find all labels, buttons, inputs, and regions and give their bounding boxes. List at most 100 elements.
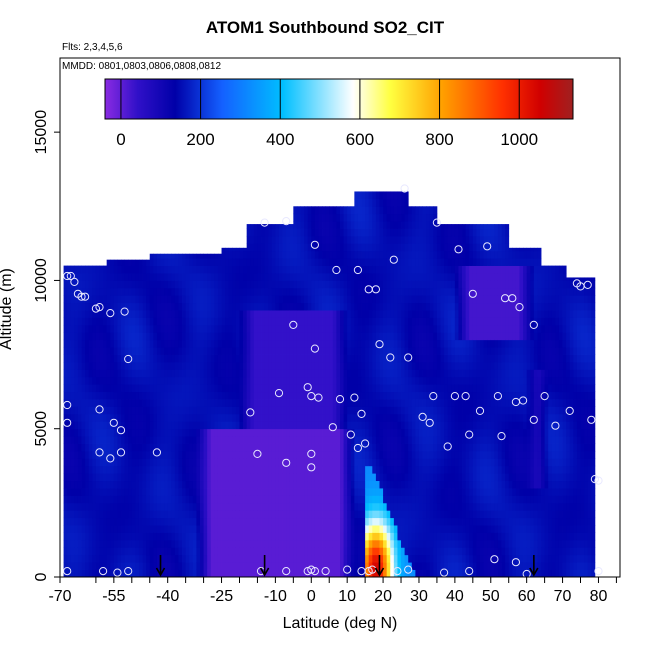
heatmap-cell — [415, 347, 420, 355]
heatmap-cell — [322, 539, 327, 548]
heatmap-cell — [383, 235, 388, 244]
heatmap-cell — [217, 547, 222, 556]
heatmap-cell — [63, 384, 68, 393]
heatmap-cell — [164, 332, 169, 341]
heatmap-cell — [74, 436, 79, 444]
heatmap-cell — [368, 376, 373, 385]
heatmap-cell — [92, 443, 97, 452]
heatmap-cell — [415, 443, 420, 452]
heatmap-cell — [106, 473, 111, 482]
heatmap-cell — [379, 361, 384, 370]
heatmap-cell — [214, 413, 219, 422]
heatmap-cell — [261, 554, 266, 563]
heatmap-cell — [92, 517, 97, 526]
heatmap-cell — [397, 347, 402, 355]
heatmap-cell — [117, 369, 122, 378]
heatmap-cell — [138, 502, 143, 511]
heatmap-cell — [372, 406, 377, 415]
heatmap-cell — [422, 287, 427, 296]
heatmap-cell — [433, 465, 438, 474]
heatmap-cell — [268, 361, 273, 370]
heatmap-cell — [156, 554, 161, 563]
heatmap-cell — [74, 273, 79, 281]
heatmap-cell — [336, 473, 341, 482]
heatmap-cell — [217, 273, 222, 281]
heatmap-cell — [232, 502, 237, 511]
heatmap-cell — [160, 554, 165, 563]
heatmap-cell — [368, 228, 373, 237]
heatmap-cell — [444, 421, 449, 430]
heatmap-cell — [426, 273, 431, 281]
heatmap-cell — [232, 488, 237, 496]
heatmap-cell — [77, 384, 82, 393]
heatmap-cell — [329, 273, 334, 281]
heatmap-cell — [386, 273, 391, 281]
heatmap-cell — [433, 317, 438, 326]
heatmap-cell — [214, 517, 219, 526]
heatmap-cell — [174, 361, 179, 370]
heatmap-cell — [113, 332, 118, 341]
heatmap-cell — [372, 436, 377, 444]
heatmap-cell — [357, 354, 362, 363]
heatmap-cell — [411, 280, 416, 289]
heatmap-cell — [379, 562, 384, 570]
heatmap-cell — [257, 458, 262, 467]
heatmap-cell — [131, 302, 136, 311]
heatmap-cell — [289, 258, 294, 266]
heatmap-cell — [167, 569, 172, 578]
heatmap-cell — [336, 495, 341, 504]
heatmap-cell — [318, 354, 323, 363]
heatmap-cell — [232, 310, 237, 318]
heatmap-cell — [250, 280, 255, 289]
heatmap-cell — [117, 295, 122, 304]
heatmap-cell — [146, 376, 151, 385]
heatmap-cell — [436, 302, 441, 311]
heatmap-cell — [289, 295, 294, 304]
heatmap-cell — [325, 354, 330, 363]
heatmap-cell — [95, 347, 100, 355]
heatmap-cell — [429, 369, 434, 378]
heatmap-cell — [375, 428, 380, 437]
heatmap-cell — [282, 443, 287, 452]
heatmap-cell — [343, 376, 348, 385]
heatmap-cell — [128, 539, 133, 548]
heatmap-cell — [336, 361, 341, 370]
heatmap-cell — [429, 265, 434, 274]
heatmap-cell — [329, 376, 334, 385]
heatmap-cell — [131, 324, 136, 333]
heatmap-cell — [178, 280, 183, 289]
heatmap-cell — [156, 428, 161, 437]
heatmap-cell — [375, 502, 380, 511]
heatmap-cell — [393, 480, 398, 489]
heatmap-cell — [81, 421, 86, 430]
heatmap-cell — [347, 384, 352, 393]
heatmap-cell — [322, 228, 327, 237]
heatmap-cell — [440, 258, 445, 266]
heatmap-cell — [404, 287, 409, 296]
heatmap-cell — [314, 243, 319, 252]
heatmap-cell — [214, 295, 219, 304]
heatmap-cell — [329, 406, 334, 415]
heatmap-cell — [160, 265, 165, 274]
heatmap-cell — [167, 273, 172, 281]
heatmap-cell — [268, 406, 273, 415]
heatmap-cell — [246, 539, 251, 548]
heatmap-cell — [415, 391, 420, 400]
heatmap-cell — [196, 406, 201, 415]
heatmap-cell — [393, 450, 398, 459]
heatmap-cell — [307, 495, 312, 504]
heatmap-cell — [70, 302, 75, 311]
heatmap-cell — [368, 495, 373, 504]
heatmap-cell — [286, 502, 291, 511]
heatmap-cell — [221, 287, 226, 296]
heatmap-cell — [85, 473, 90, 482]
heatmap-cell — [383, 213, 388, 222]
heatmap-cell — [88, 302, 93, 311]
heatmap-cell — [264, 369, 269, 378]
heatmap-cell — [246, 488, 251, 496]
heatmap-cell — [429, 361, 434, 370]
heatmap-cell — [88, 547, 93, 556]
heatmap-cell — [372, 502, 377, 511]
heatmap-cell — [210, 554, 215, 563]
heatmap-cell — [307, 450, 312, 459]
